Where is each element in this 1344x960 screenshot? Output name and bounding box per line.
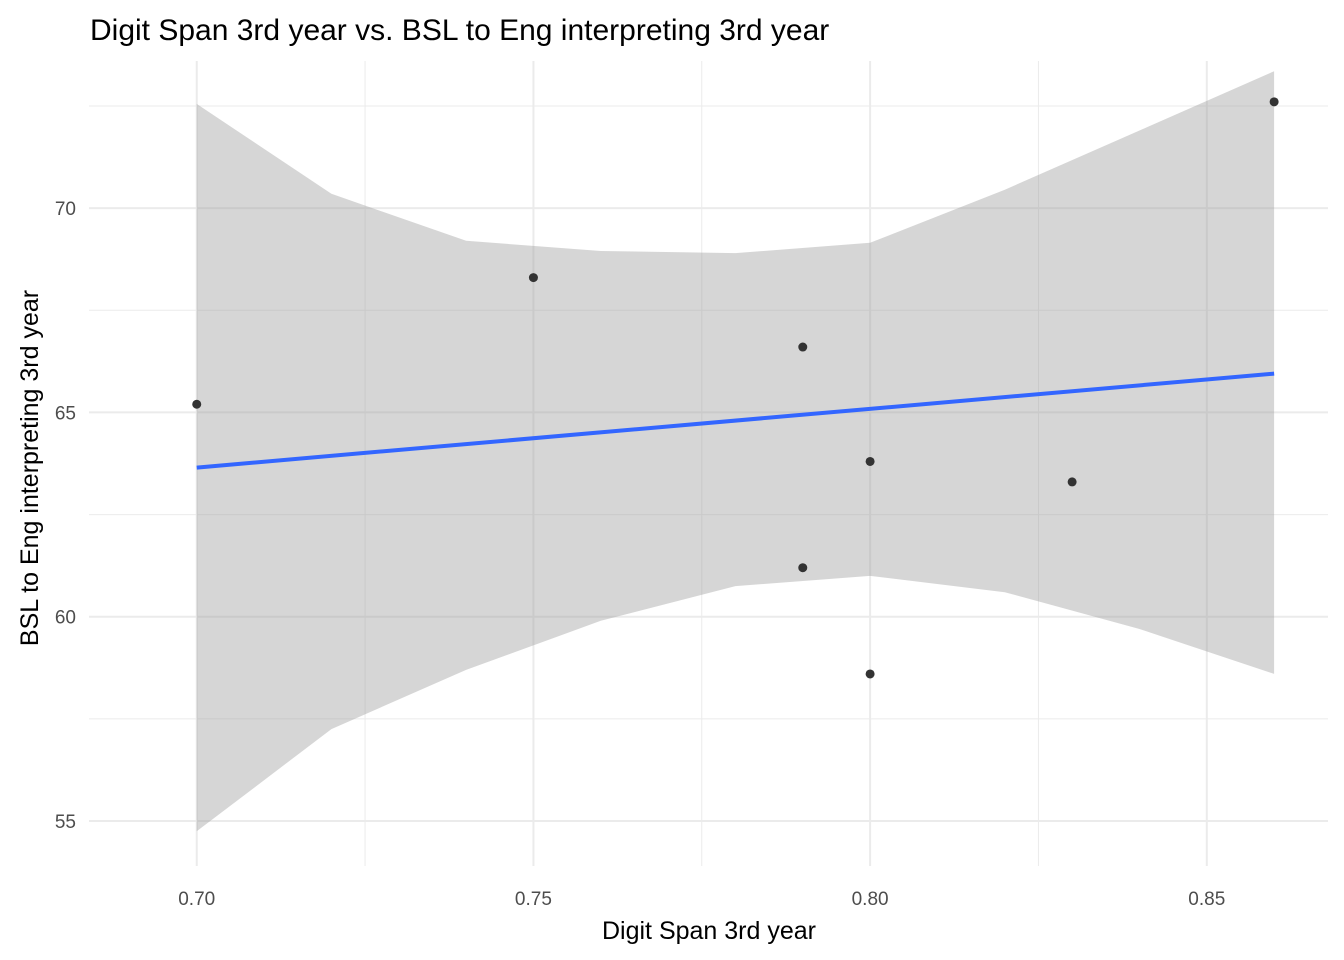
data-point [865, 456, 875, 466]
x-axis-tick-labels: 0.70 0.75 0.80 0.85 [178, 889, 1225, 910]
data-point [528, 273, 538, 283]
fit-line-layer [196, 371, 1275, 470]
data-point [798, 342, 808, 352]
chart-title: Digit Span 3rd year vs. BSL to Eng inter… [90, 14, 829, 47]
data-point [798, 563, 808, 573]
confidence-band-layer [196, 71, 1275, 832]
x-tick-label: 0.80 [852, 889, 889, 910]
x-tick-label: 0.75 [515, 889, 552, 910]
y-tick-label: 65 [55, 403, 76, 424]
x-tick-label: 0.70 [178, 889, 215, 910]
x-axis-title: Digit Span 3rd year [602, 917, 816, 945]
y-tick-label: 55 [55, 812, 76, 833]
data-points [192, 97, 1279, 679]
data-point [192, 399, 202, 409]
confidence-band [196, 71, 1275, 832]
grid-minor [89, 61, 1328, 866]
y-axis-title: BSL to Eng interpreting 3rd year [16, 290, 44, 646]
data-point [1269, 97, 1279, 107]
x-tick-label: 0.85 [1188, 889, 1225, 910]
regression-line [196, 371, 1275, 470]
y-tick-label: 70 [55, 199, 76, 220]
data-point [865, 669, 875, 679]
grid-major [89, 61, 1328, 866]
y-tick-label: 60 [55, 608, 76, 629]
y-axis-tick-labels: 55 60 65 70 [55, 199, 76, 833]
data-point [1067, 477, 1077, 487]
